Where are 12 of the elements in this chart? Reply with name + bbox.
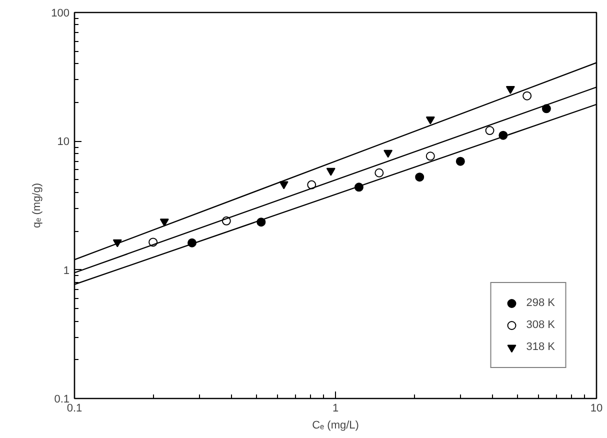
x-tick-label: 10 — [590, 402, 603, 414]
x-axis-title: Cₑ (mg/L) — [312, 420, 359, 432]
x-tick-label: 0.1 — [66, 402, 82, 414]
legend-label: 298 K — [526, 297, 555, 309]
y-tick-label: 10 — [57, 136, 70, 148]
y-tick-label: 1 — [63, 264, 70, 277]
y-tick-label: 0.1 — [54, 394, 70, 406]
y-axis-title: qₑ (mg/g) — [31, 182, 44, 228]
y-tick-label: 100 — [51, 8, 70, 20]
x-tick-label: 1 — [332, 402, 339, 414]
legend-label: 318 K — [526, 341, 555, 353]
legend-label: 308 K — [526, 319, 555, 331]
